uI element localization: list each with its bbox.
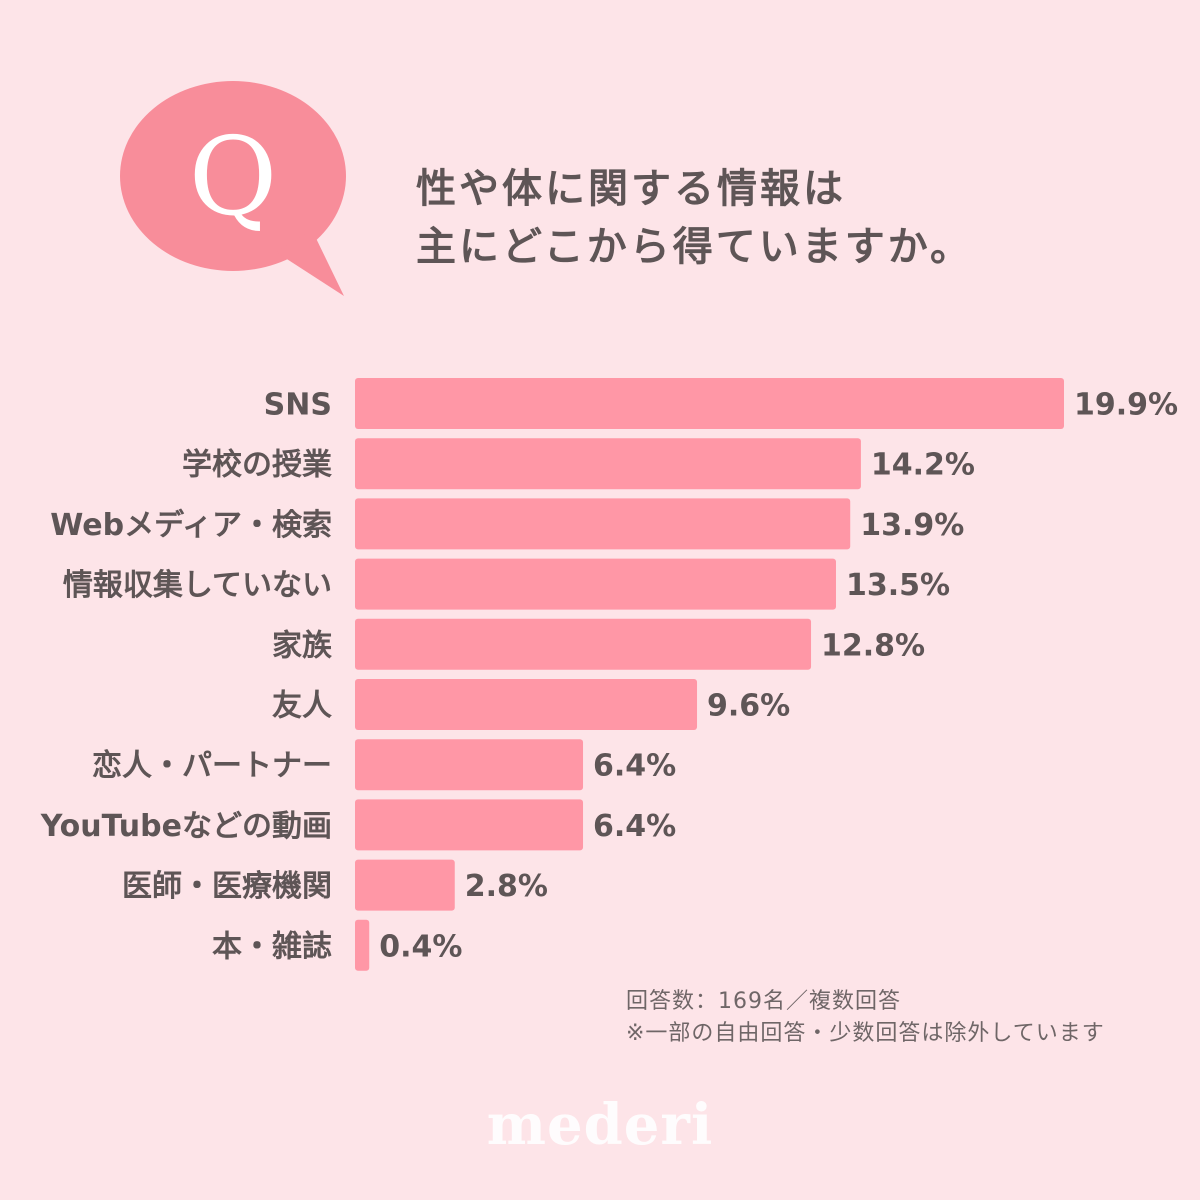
question-line-2: 主にどこから得ていますか。: [416, 224, 973, 270]
bar-10: [355, 919, 370, 971]
value-label-7: 6.4%: [593, 749, 676, 784]
category-label-10: 本・雑誌: [212, 929, 332, 964]
category-label-7: 恋人・パートナー: [92, 749, 332, 784]
bar-4: [355, 558, 836, 610]
category-label-1: SNS: [264, 388, 332, 423]
value-label-5: 12.8%: [821, 628, 925, 663]
value-label-4: 13.5%: [846, 568, 950, 603]
value-label-9: 2.8%: [465, 869, 548, 904]
category-label-5: 家族: [272, 628, 333, 663]
category-label-6: 友人: [272, 689, 332, 724]
question-line-1: 性や体に関する情報は: [416, 166, 846, 212]
bar-8: [355, 799, 584, 851]
question-badge-letter: Q: [188, 115, 278, 240]
value-label-6: 9.6%: [707, 689, 790, 724]
category-label-9: 医師・医療機関: [122, 869, 332, 904]
category-label-3: Webメディア・検索: [50, 508, 332, 543]
footnote-sample-size: 回答数：169名／複数回答: [626, 989, 901, 1014]
footnote: 回答数：169名／複数回答 ※一部の自由回答・少数回答は除外しています: [626, 986, 1186, 1050]
footnote-exclusion-note: ※一部の自由回答・少数回答は除外しています: [626, 1021, 1105, 1046]
category-label-8: YouTubeなどの動画: [40, 809, 332, 844]
category-label-4: 情報収集していない: [63, 568, 332, 603]
value-label-1: 19.9%: [1074, 388, 1178, 423]
value-label-8: 6.4%: [593, 809, 676, 844]
bar-3: [355, 498, 851, 550]
value-label-10: 0.4%: [379, 929, 462, 964]
category-label-2: 学校の授業: [182, 448, 332, 483]
bar-1: [355, 378, 1064, 429]
bar-6: [355, 679, 698, 730]
value-label-2: 14.2%: [871, 448, 975, 483]
bar-9: [355, 859, 455, 911]
bar-7: [355, 739, 584, 791]
bar-2: [355, 438, 861, 490]
brand-logo: mederi: [486, 1092, 714, 1158]
bar-5: [355, 618, 812, 670]
question-text: 性や体に関する情報は 主にどこから得ていますか。: [416, 160, 1116, 276]
value-label-3: 13.9%: [860, 508, 964, 543]
